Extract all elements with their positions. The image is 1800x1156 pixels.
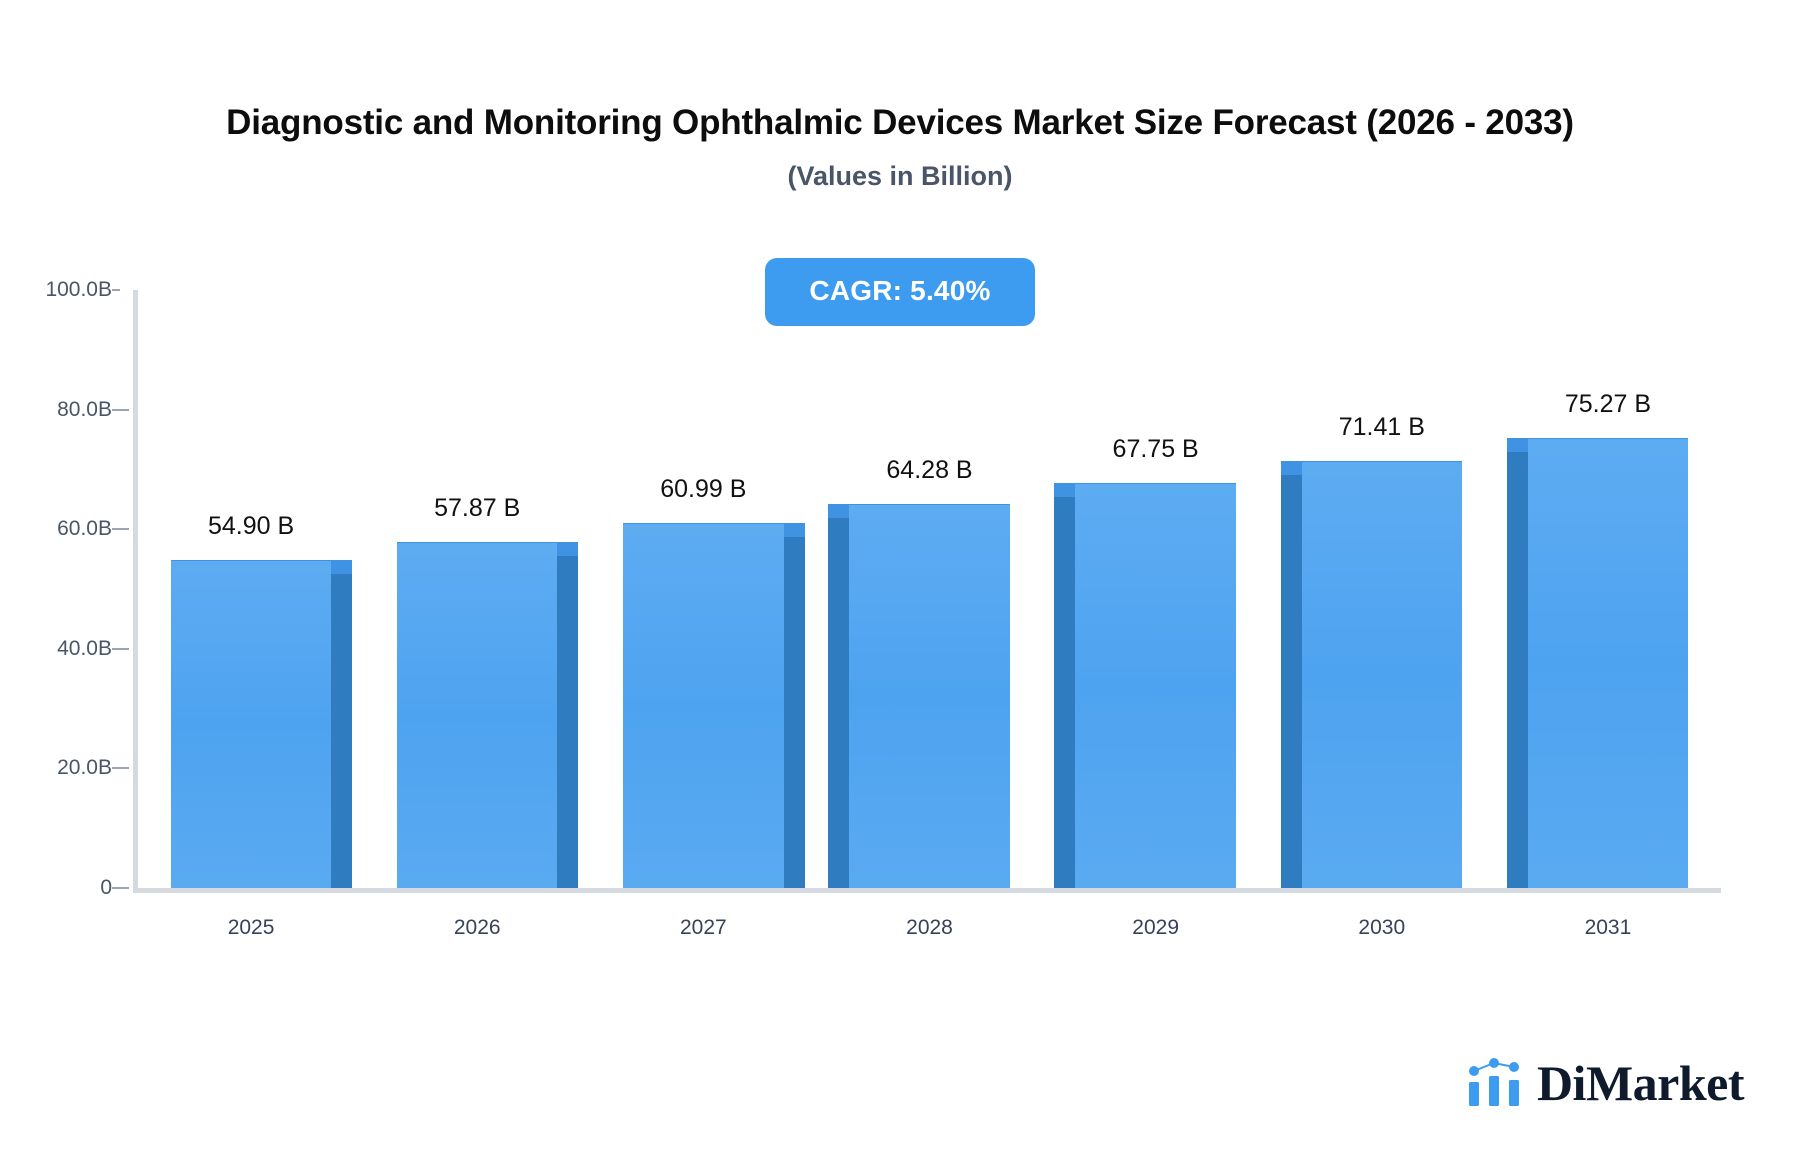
brand-logo-text: DiMarket	[1536, 1055, 1745, 1111]
x-axis-tick-label: 2025	[227, 916, 275, 939]
bar-front-face	[1075, 482, 1236, 888]
y-axis-tick-label: 0	[100, 876, 112, 899]
y-axis-tick-label: 100.0B	[45, 278, 112, 301]
bar-2031[interactable]	[1506, 437, 1689, 888]
x-axis-tick-label: 2029	[1132, 916, 1179, 939]
y-axis-tick-mark	[112, 767, 129, 770]
cagr-badge-container: CAGR: 5.40%	[0, 258, 1800, 326]
chart-subtitle: (Values in Billion)	[787, 160, 1013, 191]
y-axis-tick-mark	[112, 528, 129, 531]
bar-front-face	[1301, 460, 1463, 888]
bar-side-face	[1506, 451, 1528, 888]
chart-header: Diagnostic and Monitoring Ophthalmic Dev…	[0, 0, 1800, 192]
bar-value-label: 64.28 B	[886, 455, 973, 484]
y-axis-tick-label: 20.0B	[57, 756, 112, 780]
bar-side-face	[828, 517, 850, 888]
bar-value-label: 75.27 B	[1564, 389, 1652, 418]
bar-value-label: 60.99 B	[660, 475, 747, 504]
bar-front-face	[1527, 437, 1689, 888]
brand-logo: DiMarket	[1467, 1055, 1745, 1111]
bar-2028[interactable]	[828, 503, 1010, 888]
bar-2030[interactable]	[1280, 460, 1463, 888]
bar-value-label: 67.75 B	[1112, 434, 1199, 463]
x-axis-tick-label: 2027	[679, 916, 727, 939]
bar-value-label: 57.87 B	[434, 493, 521, 522]
bar-front-face	[396, 541, 558, 888]
bar-side-face	[1054, 496, 1076, 888]
chart-title: Diagnostic and Monitoring Ophthalmic Dev…	[226, 103, 1574, 142]
bar-2026[interactable]	[396, 541, 579, 888]
bar-side-face	[331, 573, 353, 888]
bar-2029[interactable]	[1054, 482, 1236, 888]
y-axis-tick-mark	[112, 289, 120, 291]
bar-2025[interactable]	[170, 559, 353, 888]
y-axis-tick-label: 60.0B	[57, 517, 112, 541]
x-axis-line	[133, 888, 1721, 893]
x-axis-tick-label: 2031	[1584, 916, 1632, 939]
cagr-badge: CAGR: 5.40%	[765, 258, 1035, 326]
y-axis-tick-mark	[112, 408, 129, 411]
bar-front-face	[170, 559, 332, 888]
bar-value-label: 54.90 B	[207, 511, 295, 540]
bar-side-face	[557, 555, 579, 888]
bar-side-face	[1280, 474, 1302, 888]
bar-front-face	[623, 523, 784, 888]
y-axis-line	[133, 290, 138, 890]
bar-value-label: 71.41 B	[1338, 412, 1425, 441]
bar-chart-icon	[1468, 1058, 1519, 1106]
y-axis-tick-mark	[112, 887, 129, 889]
y-axis-tick-label: 40.0B	[57, 636, 112, 660]
x-axis-tick-label: 2026	[453, 916, 501, 939]
bar-front-face	[849, 503, 1010, 888]
y-axis-tick-label: 80.0B	[57, 397, 112, 421]
x-axis-tick-label: 2030	[1358, 916, 1406, 939]
y-axis-tick-mark	[112, 647, 129, 650]
bar-side-face	[783, 537, 805, 888]
x-axis-tick-label: 2028	[906, 916, 953, 939]
bar-2027[interactable]	[623, 523, 805, 888]
